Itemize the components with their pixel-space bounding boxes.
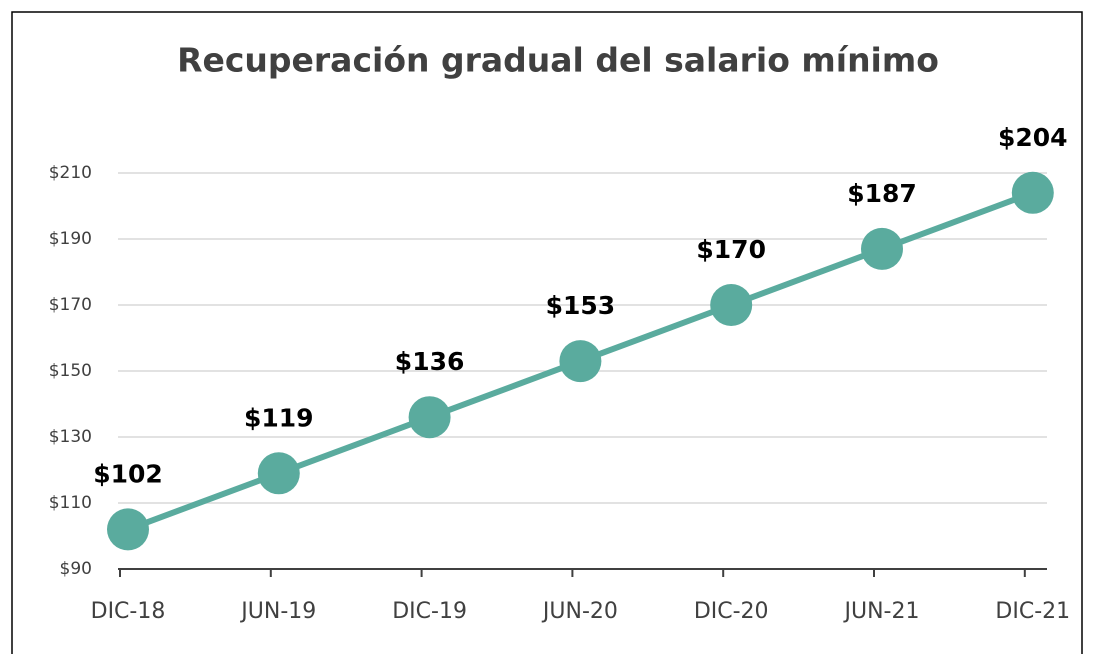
- x-tick-label: JUN-19: [239, 599, 316, 624]
- data-label: $170: [696, 235, 766, 264]
- x-tick-label: JUN-20: [541, 599, 618, 624]
- y-tick-label: $190: [49, 229, 92, 249]
- marker: [861, 227, 903, 270]
- y-tick-label: $170: [49, 295, 92, 315]
- y-tick-label: $110: [49, 493, 92, 513]
- y-tick-label: $130: [49, 427, 92, 447]
- x-tick-label: DIC-20: [694, 599, 769, 624]
- x-tick-label: DIC-21: [995, 599, 1070, 624]
- data-label: $187: [847, 179, 917, 208]
- chart-title: Recuperación gradual del salario mínimo: [177, 41, 939, 80]
- marker: [107, 508, 149, 551]
- marker: [408, 396, 451, 439]
- marker: [710, 284, 753, 326]
- y-tick-label: $150: [49, 361, 92, 381]
- y-tick-label: $90: [60, 559, 92, 579]
- data-label: $204: [998, 123, 1068, 152]
- x-tick-label: DIC-18: [91, 599, 166, 624]
- marker: [257, 452, 300, 495]
- marker: [1011, 171, 1054, 214]
- data-label: $119: [244, 403, 314, 432]
- data-label: $136: [395, 347, 465, 376]
- marker: [559, 340, 602, 383]
- x-tick-label: DIC-19: [392, 599, 467, 624]
- data-label: $153: [546, 291, 616, 320]
- x-tick-label: JUN-21: [843, 599, 920, 624]
- data-label: $102: [93, 459, 163, 488]
- y-tick-label: $210: [49, 163, 92, 183]
- chart-border: [11, 11, 1083, 654]
